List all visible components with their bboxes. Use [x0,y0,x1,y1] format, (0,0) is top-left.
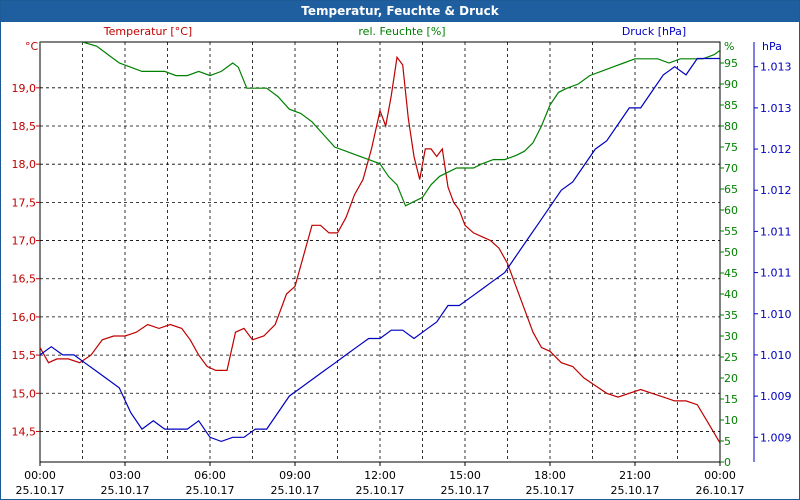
x-tick-time: 18:00 [534,469,566,482]
pressure-tick-label: 1.013 [760,61,792,74]
series-line-humidity [40,42,720,207]
humidity-tick-label: 10 [724,414,738,427]
x-tick-time: 06:00 [194,469,226,482]
pressure-tick-label: 1.009 [760,390,792,403]
humidity-tick-label: 30 [724,330,738,343]
temperature-axis-title: Temperatur [°C] [103,25,192,38]
x-tick-time: 00:00 [704,469,736,482]
pressure-tick-label: 1.010 [760,308,792,321]
humidity-tick-label: 70 [724,162,738,175]
temperature-tick-label: 17,5 [12,196,37,209]
temperature-tick-label: 19,0 [12,82,37,95]
series-line-pressure [40,57,720,443]
x-tick-date: 25.10.17 [186,484,235,497]
x-tick-time: 12:00 [364,469,396,482]
pressure-tick-label: 1.012 [760,143,792,156]
pressure-tick-label: 1.013 [760,102,792,115]
pressure-tick-label: 1.011 [760,267,792,280]
grid [40,42,720,462]
humidity-tick-label: 55 [724,225,738,238]
axis-labels: °C Temperatur [°C] rel. Feuchte [%] Druc… [25,25,782,53]
humidity-tick-label: 25 [724,351,738,364]
pressure-unit-label: hPa [762,40,782,53]
humidity-tick-label: 15 [724,393,738,406]
humidity-tick-label: 45 [724,267,738,280]
series-line-temperature [40,55,720,444]
x-tick-time: 00:00 [24,469,56,482]
temperature-tick-label: 15,5 [12,349,37,362]
humidity-tick-label: 40 [724,288,738,301]
humidity-tick-label: 80 [724,120,738,133]
tick-labels: 14,5 15,0 15,5 16,0 16,5 17,0 17,5 18,0 18,5 19,0… [12,57,792,497]
x-tick-date: 26.10.17 [696,484,745,497]
pressure-tick-label: 1.011 [760,225,792,238]
temperature-tick-label: 18,5 [12,120,37,133]
temperature-tick-label: 16,5 [12,273,37,286]
x-tick-time: 03:00 [109,469,141,482]
temperature-tick-label: 18,0 [12,158,37,171]
x-tick-date: 25.10.17 [101,484,150,497]
humidity-tick-label: 95 [724,57,738,70]
x-tick-date: 25.10.17 [611,484,660,497]
temperature-tick-label: 17,0 [12,235,37,248]
pressure-tick-label: 1.010 [760,349,792,362]
humidity-tick-label: 85 [724,99,738,112]
temperature-tick-label: 14,5 [12,425,37,438]
humidity-tick-label: 5 [724,435,731,448]
humidity-unit-label: % [724,40,734,53]
humidity-tick-label: 0 [724,456,731,469]
humidity-tick-label: 60 [724,204,738,217]
temperature-tick-label: 16,0 [12,311,37,324]
window-title: Temperatur, Feuchte & Druck [1,1,799,22]
temperature-unit-label: °C [25,40,39,53]
x-tick-time: 15:00 [449,469,481,482]
humidity-tick-label: 35 [724,309,738,322]
plot-frame [39,41,755,463]
pressure-tick-label: 1.012 [760,184,792,197]
pressure-axis-title: Druck [hPa] [622,25,686,38]
series-layer [40,42,720,444]
x-tick-date: 25.10.17 [441,484,490,497]
humidity-axis-title: rel. Feuchte [%] [358,25,445,38]
temperature-tick-label: 15,0 [12,387,37,400]
humidity-tick-label: 75 [724,141,738,154]
x-tick-time: 21:00 [619,469,651,482]
pressure-tick-label: 1.009 [760,431,792,444]
humidity-tick-label: 50 [724,246,738,259]
x-tick-date: 25.10.17 [356,484,405,497]
x-tick-date: 25.10.17 [16,484,65,497]
humidity-tick-label: 20 [724,372,738,385]
humidity-tick-label: 65 [724,183,738,196]
x-tick-date: 25.10.17 [271,484,320,497]
humidity-tick-label: 90 [724,78,738,91]
x-tick-time: 09:00 [279,469,311,482]
x-tick-date: 25.10.17 [526,484,575,497]
